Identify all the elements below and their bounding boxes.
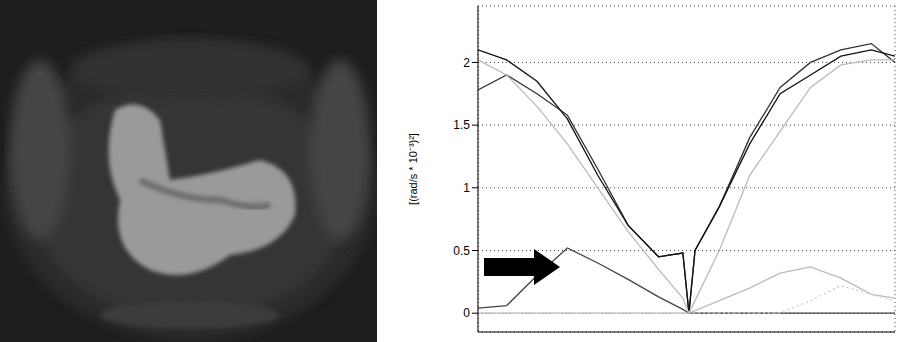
svg-text:0.5: 0.5 [453, 244, 470, 258]
svg-text:1: 1 [463, 181, 470, 195]
svg-text:[(rad/s * 10⁻³)²]: [(rad/s * 10⁻³)²] [407, 133, 419, 205]
svg-text:1.5: 1.5 [453, 118, 470, 132]
svg-text:0: 0 [463, 306, 470, 320]
svg-text:2: 2 [463, 56, 470, 70]
